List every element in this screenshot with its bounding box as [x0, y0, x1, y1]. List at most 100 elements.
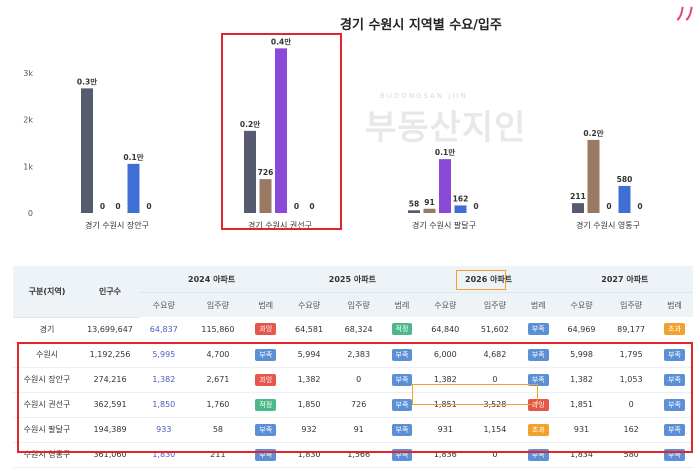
bar [439, 159, 451, 213]
cell-supply: 2,671 [188, 367, 248, 393]
sub-header-supply: 입주량 [333, 292, 384, 317]
status-badge: 적정 [255, 398, 277, 411]
cell-region: 경기 [13, 317, 81, 343]
status-badge: 부족 [527, 373, 549, 386]
cell-legend: 부족 [655, 442, 693, 468]
cell-legend: 부족 [519, 367, 557, 393]
bar [259, 179, 272, 213]
bar [244, 130, 256, 213]
bar [587, 139, 600, 213]
cell-legend: 부족 [383, 417, 421, 443]
status-badge: 부족 [391, 448, 413, 461]
status-badge: 적정 [391, 323, 413, 336]
cell-demand: 931 [420, 417, 471, 443]
status-badge: 부족 [664, 398, 685, 411]
x-category-label: 경기 수원시 장안구 [85, 220, 149, 230]
sub-header-supply: 입주량 [606, 292, 656, 317]
cell-legend: 부족 [383, 442, 421, 468]
cell-population: 274,216 [81, 367, 139, 393]
bar [275, 48, 287, 213]
bar-data-label: 0.2만 [240, 119, 260, 129]
sub-header-demand: 수요량 [420, 292, 471, 317]
cell-demand: 5,998 [556, 342, 607, 368]
cell-supply: 89,177 [606, 317, 656, 343]
cell-demand: 64,837 [139, 317, 189, 343]
sub-header-legend: 범례 [383, 292, 421, 317]
cell-region: 수원시 [13, 342, 81, 368]
cell-region: 수원시 팔달구 [13, 417, 81, 443]
status-badge: 부족 [391, 398, 413, 411]
y-tick-label: 1k [23, 162, 33, 171]
cell-demand: 1,830 [139, 442, 189, 468]
cell-region: 수원시 영통구 [13, 442, 81, 468]
cell-demand: 1,834 [556, 442, 607, 468]
cell-demand: 1,382 [420, 367, 471, 393]
status-badge: 부족 [664, 348, 685, 361]
status-badge: 부족 [527, 448, 549, 461]
cell-legend: 초과 [655, 317, 693, 343]
status-badge: 부족 [391, 423, 413, 436]
sub-header-demand: 수요량 [139, 292, 189, 317]
sub-header-demand: 수요량 [284, 292, 334, 317]
status-badge: 부족 [527, 323, 549, 336]
y-tick-label: 0 [28, 209, 33, 218]
cell-supply: 2,383 [333, 342, 384, 368]
bar-data-label: 0 [637, 202, 642, 211]
header-year-2025: 2025 아파트 [284, 266, 421, 293]
table-row: 수원시 1,192,256 5,995 4,700 부족 5,994 2,383 부족 6,00… [13, 342, 693, 368]
cell-demand: 931 [556, 417, 607, 443]
cell-supply: 58 [188, 417, 248, 443]
table-row: 수원시 장안구 274,216 1,382 2,671 과잉 1,382 0 부족 1,382 0… [13, 367, 693, 393]
sub-header-row: 수요량 입주량 범례 수요량 입주량 범례 수요량 입주량 범례 수요량 입주량 범례 [13, 292, 693, 317]
cell-population: 194,389 [81, 417, 139, 443]
cell-supply: 580 [606, 442, 656, 468]
cell-legend: 부족 [247, 417, 285, 443]
y-tick-label: 3k [23, 69, 33, 78]
cell-legend: 적정 [383, 317, 421, 343]
bar-data-label: 0 [473, 202, 478, 211]
bar [408, 210, 420, 213]
cell-supply: 0 [606, 392, 656, 418]
cell-demand: 1,836 [420, 442, 471, 468]
cell-legend: 부족 [655, 392, 693, 418]
cell-demand: 1,850 [284, 392, 334, 418]
status-badge: 부족 [664, 423, 685, 436]
corner-mark: ﾉﾉ [676, 4, 694, 25]
bar-data-label: 58 [409, 199, 419, 208]
bar [423, 208, 436, 213]
header-year-2026: 2026 아파트 [420, 266, 557, 293]
cell-legend: 부족 [655, 367, 693, 393]
status-badge: 부족 [255, 348, 277, 361]
status-badge: 부족 [255, 423, 277, 436]
bar-data-label: 0 [294, 202, 299, 211]
status-badge: 부족 [527, 348, 549, 361]
cell-legend: 초과 [519, 417, 557, 443]
cell-demand: 1,851 [556, 392, 607, 418]
x-category-label: 경기 수원시 권선구 [248, 220, 312, 230]
cell-supply: 211 [188, 442, 248, 468]
cell-demand: 5,994 [284, 342, 334, 368]
cell-supply: 726 [333, 392, 384, 418]
cell-supply: 0 [333, 367, 384, 393]
cell-supply: 162 [606, 417, 656, 443]
cell-legend: 부족 [519, 442, 557, 468]
bar-data-label: 0 [115, 202, 120, 211]
header-year-2027: 2027 아파트 [556, 266, 693, 293]
cell-supply: 1,154 [470, 417, 520, 443]
header-region: 구분(지역) [13, 266, 81, 318]
bar [81, 88, 93, 213]
bar-data-label: 211 [570, 192, 586, 201]
bar [572, 203, 584, 213]
watermark-subtext: BUDONGSAN JIIN [380, 92, 468, 100]
cell-demand: 64,581 [284, 317, 334, 343]
cell-legend: 부족 [519, 317, 557, 343]
cell-region: 수원시 장안구 [13, 367, 81, 393]
header-population: 인구수 [81, 266, 139, 318]
status-badge: 초과 [664, 323, 685, 336]
cell-supply: 4,682 [470, 342, 520, 368]
cell-supply: 0 [470, 442, 520, 468]
cell-supply: 1,566 [333, 442, 384, 468]
bar-data-label: 0 [146, 202, 151, 211]
sub-header-supply: 입주량 [470, 292, 520, 317]
cell-demand: 1,382 [139, 367, 189, 393]
